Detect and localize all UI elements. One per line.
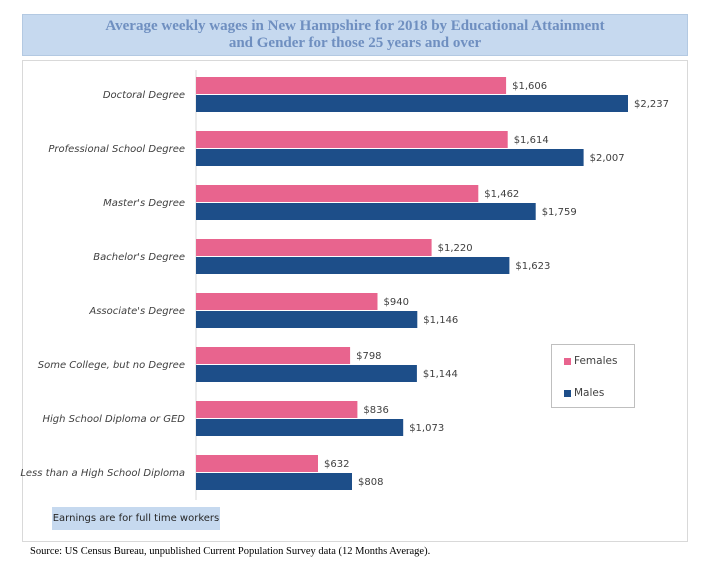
data-label-males: $808 — [358, 477, 383, 488]
data-label-females: $1,606 — [512, 81, 547, 92]
category-label: Less than a High School Diploma — [20, 468, 185, 479]
bar-males — [196, 419, 404, 436]
data-label-males: $1,623 — [515, 261, 550, 272]
source-note: Source: US Census Bureau, unpublished Cu… — [30, 546, 431, 557]
bar-females — [196, 401, 358, 418]
data-label-females: $940 — [384, 297, 409, 308]
legend-item-males: Males — [564, 387, 604, 399]
note-box: Earnings are for full time workers — [52, 507, 220, 530]
bar-males — [196, 95, 628, 112]
legend-item-females: Females — [564, 355, 617, 367]
bar-females — [196, 455, 318, 472]
chart-title-box: Average weekly wages in New Hampshire fo… — [22, 14, 688, 56]
category-label: Bachelor's Degree — [93, 252, 185, 263]
category-label: Master's Degree — [103, 198, 185, 209]
data-label-males: $2,007 — [590, 153, 625, 164]
bar-males — [196, 149, 584, 166]
bar-females — [196, 347, 351, 364]
data-label-females: $632 — [324, 459, 349, 470]
legend-label-females: Females — [574, 355, 618, 367]
bar-females — [196, 77, 507, 94]
data-label-females: $836 — [363, 405, 388, 416]
chart-title-line-2: and Gender for those 25 years and over — [228, 35, 482, 51]
bar-males — [196, 473, 352, 490]
category-label: Some College, but no Degree — [38, 360, 185, 371]
data-label-females: $798 — [356, 351, 381, 362]
data-label-males: $1,144 — [423, 369, 458, 380]
bars-layer: $1,606 $2,237 $1,614 $2,007 $1,462 $1,759 $1,2… — [196, 77, 669, 490]
bar-males — [196, 257, 510, 274]
data-label-males: $2,237 — [634, 99, 669, 110]
bar-males — [196, 311, 418, 328]
bar-females — [196, 185, 479, 202]
legend-swatch-males — [564, 389, 571, 397]
data-label-males: $1,759 — [542, 207, 577, 218]
bar-males — [196, 365, 417, 382]
category-label: Associate's Degree — [88, 306, 185, 317]
data-label-females: $1,220 — [438, 243, 473, 254]
data-label-males: $1,146 — [423, 315, 458, 326]
legend-label-males: Males — [574, 387, 605, 399]
legend-swatch-females — [564, 357, 571, 365]
category-label: Doctoral Degree — [103, 90, 185, 101]
bar-females — [196, 131, 508, 148]
axis-layer: Doctoral Degree Professional School Degre… — [20, 70, 197, 500]
legend: Females Males — [551, 344, 635, 408]
bar-males — [196, 203, 536, 220]
bar-females — [196, 293, 378, 310]
category-label: Professional School Degree — [48, 144, 185, 155]
chart-title-line-1: Average weekly wages in New Hampshire fo… — [105, 18, 605, 34]
bar-females — [196, 239, 432, 256]
category-label: High School Diploma or GED — [43, 414, 186, 425]
data-label-males: $1,073 — [409, 423, 444, 434]
data-label-females: $1,614 — [514, 135, 549, 146]
data-label-females: $1,462 — [484, 189, 519, 200]
